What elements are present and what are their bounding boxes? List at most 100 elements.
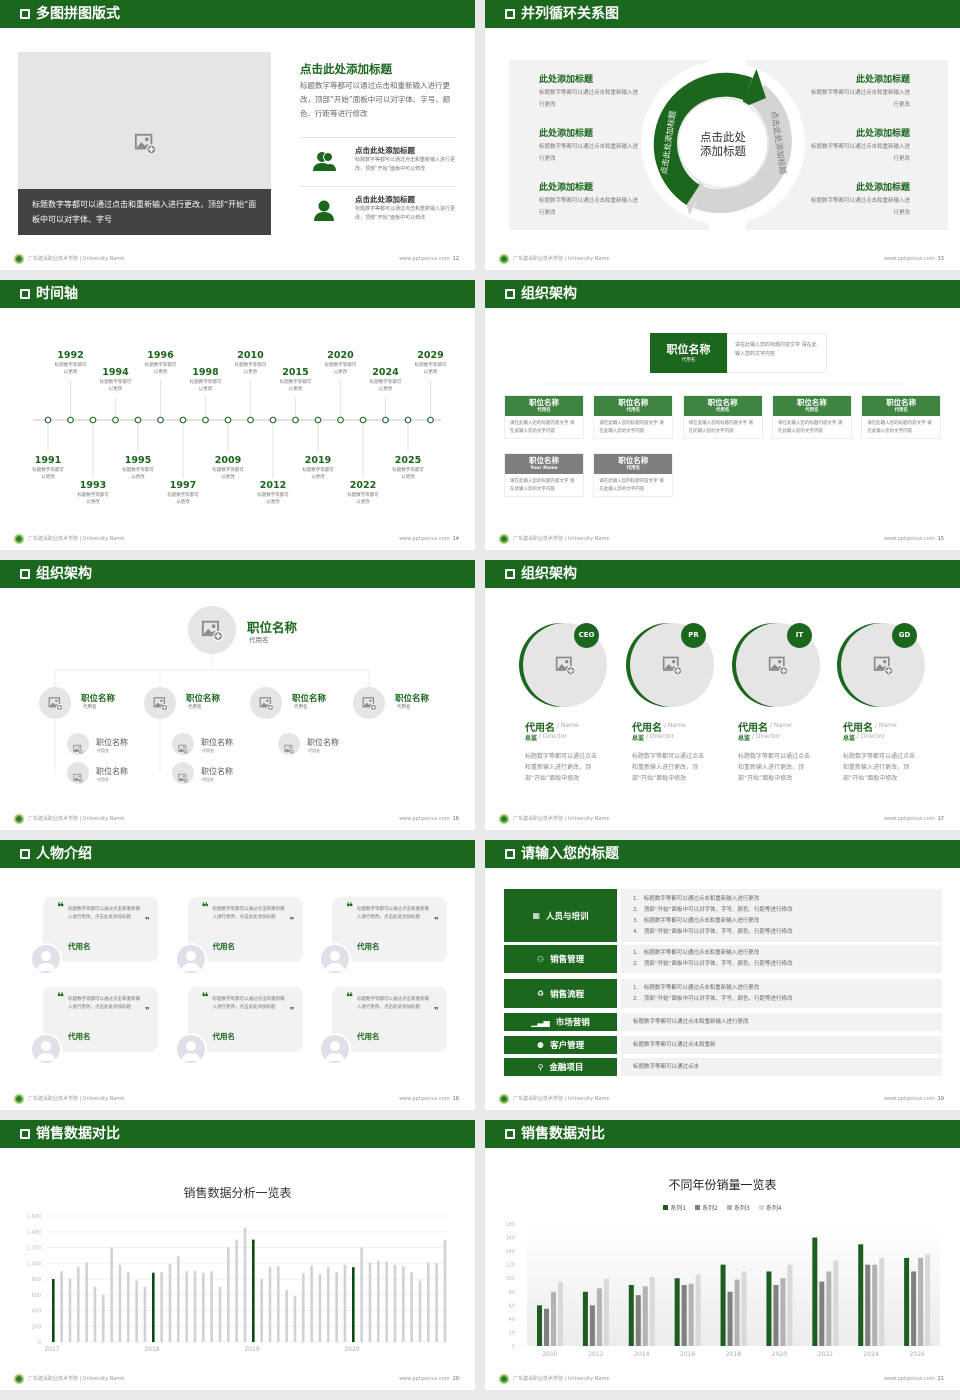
photo-circle[interactable] — [144, 687, 176, 719]
position-card[interactable]: 职位名称 Your Name 请在此输入您的标题内容文字 请在此输入您的文字内容 — [504, 453, 584, 497]
category-button[interactable]: ▁▃▅ 市场营销 — [504, 1013, 617, 1031]
event-text: 标题数字等都可以更改 — [32, 468, 64, 480]
bar — [773, 1285, 779, 1346]
photo-circle[interactable] — [188, 606, 236, 654]
finance-icon: ⚲ — [537, 1062, 544, 1072]
category-details: 标题数字等都可以通过点击和重新 — [621, 1036, 942, 1054]
page-number: 16 — [452, 816, 459, 822]
position-sub: 代用名 — [294, 705, 308, 710]
position-sub: 代用名 — [715, 408, 730, 413]
category-label: 客户管理 — [550, 1041, 585, 1051]
category-button[interactable]: ▦ 人员与培训 — [504, 889, 617, 942]
position-card[interactable]: 职位名称 代用名 请在此输入您的标题内容文字 请在此输入您的文字内容 — [504, 395, 584, 439]
event-text: 标题数字等都可以更改 — [324, 363, 357, 375]
image-placeholder-icon[interactable] — [259, 696, 274, 712]
child-sub: 代用名 — [202, 777, 214, 782]
quote-name: 代用名 — [68, 942, 91, 951]
position-card[interactable]: 职位名称 代用名 请在此输入您的标题内容文字 请在此输入您的文字内容 — [771, 395, 852, 439]
position-card[interactable]: 职位名称 代用名 请在此输入您的标题内容文字 请在此输入您的文字内容 — [593, 395, 674, 439]
university-logo — [14, 1094, 24, 1104]
person-role: 总监 — [632, 735, 645, 742]
open-quote-icon: ❝ — [346, 900, 354, 914]
image-placeholder-icon[interactable] — [48, 696, 63, 712]
photo-circle[interactable] — [278, 733, 300, 755]
quote-card[interactable] — [187, 987, 303, 1052]
quote-card[interactable] — [332, 987, 447, 1052]
bar — [904, 1257, 910, 1346]
card-text: 请在此输入您的标题内容文字 请在此输入您的文字内容 — [510, 479, 575, 492]
checkbox-square-icon — [20, 1129, 30, 1139]
quote-text: 标题数字等都可以通过点击和重新输入进行更改，点击此处添加标题 — [68, 907, 140, 920]
bar — [879, 1257, 885, 1346]
image-placeholder-icon[interactable] — [178, 739, 189, 755]
quote-card[interactable] — [43, 987, 158, 1052]
x-tick-label: 2016 — [680, 1351, 695, 1358]
event-year: 2012 — [259, 480, 287, 491]
image-placeholder-icon[interactable] — [201, 619, 224, 642]
image-placeholder-icon[interactable] — [134, 132, 157, 155]
image-placeholder-icon[interactable] — [662, 655, 683, 676]
legend-swatch — [695, 1205, 701, 1210]
legend-item[interactable]: 系列1 — [663, 1203, 686, 1212]
photo-circle[interactable] — [250, 687, 282, 719]
quote-card[interactable] — [43, 897, 158, 962]
image-placeholder-icon[interactable] — [73, 739, 84, 755]
bar — [603, 1278, 609, 1346]
quote-card[interactable] — [332, 897, 447, 962]
image-placeholder-icon[interactable] — [178, 768, 189, 784]
top-position-box[interactable]: 职位名称 代用名 — [650, 333, 727, 373]
quote-card[interactable] — [187, 897, 303, 962]
photo-circle[interactable] — [67, 762, 89, 784]
image-placeholder-icon[interactable] — [768, 655, 789, 676]
image-placeholder-icon[interactable] — [73, 768, 84, 784]
image-placeholder-icon[interactable] — [153, 696, 168, 712]
position-name: 职位名称 — [292, 694, 327, 704]
person-name: 代用名 — [525, 723, 555, 734]
image-placeholder-icon[interactable] — [362, 696, 377, 712]
open-quote-icon: ❝ — [201, 990, 209, 1004]
detail-line: 1. 标题数字等都可以通过点击和重新输入进行更改 — [633, 950, 760, 956]
position-name: 职位名称 — [666, 343, 711, 356]
page-number: 15 — [937, 536, 944, 542]
footer-site: www.pptgenius.com — [884, 256, 935, 262]
category-button[interactable]: ⚇ 销售管理 — [504, 945, 617, 973]
photo-circle[interactable] — [67, 733, 89, 755]
footer-right: www.pptgenius.com 13 — [884, 254, 944, 264]
photo-circle[interactable] — [39, 687, 71, 719]
legend-item[interactable]: 系列2 — [695, 1203, 718, 1212]
quote-text: 标题数字等都可以通过点击和重新输入进行更改，点击此处添加标题 — [212, 907, 285, 920]
person-name-en: / Name — [557, 722, 579, 729]
photo-circle[interactable] — [353, 687, 385, 719]
category-button[interactable]: ♻ 销售流程 — [504, 979, 617, 1008]
right-item-title: 此处添加标题 — [855, 75, 910, 85]
position-card[interactable]: 职位名称 代用名 请在此输入您的标题内容文字 请在此输入您的文字内容 — [682, 395, 763, 439]
bar — [310, 1265, 313, 1342]
y-tick-label: 200 — [31, 1324, 41, 1330]
page-number: 21 — [937, 1376, 944, 1382]
image-placeholder-icon[interactable] — [555, 655, 576, 676]
event-text: 标题数字等都可以更改 — [122, 468, 154, 480]
bar — [235, 1239, 238, 1342]
avatar — [30, 1033, 62, 1065]
y-tick-label: 0 — [512, 1344, 515, 1350]
slide-header: 请输入您的标题 — [485, 840, 960, 868]
checkbox-square-icon — [20, 849, 30, 859]
category-button[interactable]: ⚲ 金融项目 — [504, 1058, 617, 1076]
bar — [858, 1244, 864, 1346]
photo-circle[interactable] — [172, 733, 194, 755]
legend-item[interactable]: 系列3 — [727, 1203, 750, 1212]
card-header: 职位名称 代用名 — [862, 396, 941, 416]
event-text: 标题数字等都可以更改 — [279, 380, 312, 392]
slide-title: 组织架构 — [521, 286, 577, 302]
position-card[interactable]: 职位名称 代用名 请在此输入您的标题内容文字 请在此输入您的文字内容 — [593, 453, 674, 497]
event-year: 2019 — [304, 455, 332, 466]
position-card[interactable]: 职位名称 代用名 请在此输入您的标题内容文字 请在此输入您的文字内容 — [861, 395, 942, 439]
photo-circle[interactable] — [172, 762, 194, 784]
image-placeholder-icon[interactable] — [284, 739, 295, 755]
y-tick-label: 1,200 — [27, 1246, 41, 1252]
legend-item[interactable]: 系列4 — [758, 1203, 782, 1212]
category-button[interactable]: ⚉ 客户管理 — [504, 1036, 617, 1054]
image-placeholder-icon[interactable] — [873, 655, 894, 676]
bar — [642, 1286, 648, 1346]
position-sub: 代用名 — [188, 705, 202, 710]
